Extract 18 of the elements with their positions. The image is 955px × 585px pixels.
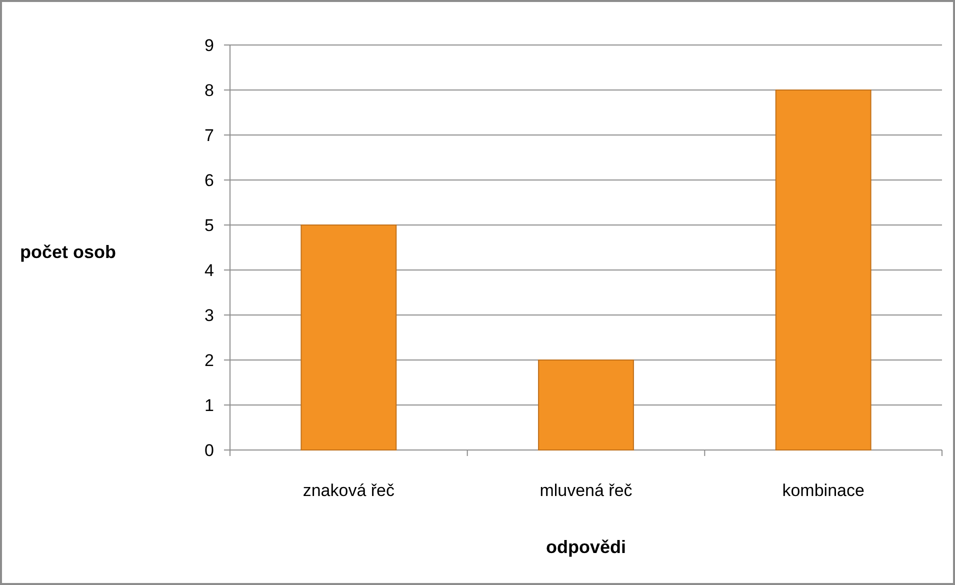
y-tick-label: 2: [204, 350, 214, 370]
bar: [538, 360, 634, 450]
y-tick-label: 9: [204, 36, 214, 55]
y-axis-title: počet osob: [20, 242, 116, 262]
y-tick-label: 6: [204, 170, 214, 190]
y-tick-label: 3: [204, 306, 214, 325]
y-tick-label: 0: [204, 440, 214, 460]
x-tick-label: kombinace: [782, 481, 864, 500]
y-tick-label: 8: [204, 80, 214, 100]
x-tick-label: mluvená řeč: [540, 481, 633, 500]
y-tick-label: 5: [204, 216, 214, 235]
bar: [775, 90, 872, 450]
bar: [300, 224, 397, 450]
y-tick-label: 4: [204, 260, 214, 280]
x-axis-title: odpovědi: [546, 537, 626, 557]
y-tick-label: 1: [204, 396, 214, 415]
y-tick-label: 7: [204, 126, 214, 145]
x-tick-label: znaková řeč: [302, 481, 395, 500]
